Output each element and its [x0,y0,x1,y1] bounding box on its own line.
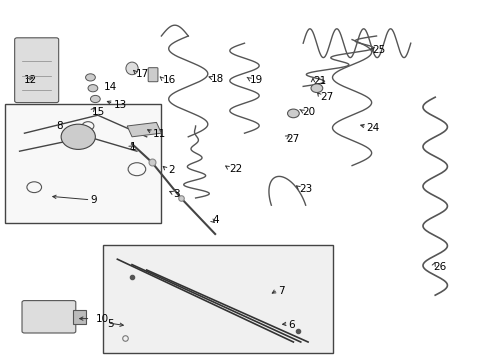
Text: 7: 7 [277,286,284,296]
Text: 4: 4 [212,215,219,225]
Text: 14: 14 [103,82,117,92]
Text: 27: 27 [320,92,333,102]
Text: 1: 1 [129,142,136,152]
FancyBboxPatch shape [148,68,158,82]
Text: 15: 15 [92,107,105,117]
Circle shape [310,84,322,93]
Text: 12: 12 [23,75,37,85]
Text: 17: 17 [136,69,149,79]
Text: 23: 23 [299,184,312,194]
Text: 20: 20 [302,107,315,117]
FancyBboxPatch shape [102,245,332,353]
Text: 26: 26 [433,262,446,272]
Text: 6: 6 [288,320,295,330]
Polygon shape [127,122,161,137]
Text: 8: 8 [56,121,63,131]
Text: 21: 21 [312,76,325,86]
Text: 10: 10 [95,314,108,324]
Text: 19: 19 [249,75,262,85]
Text: 2: 2 [168,165,175,175]
Circle shape [85,74,95,81]
Circle shape [88,85,98,92]
Ellipse shape [126,62,138,75]
Text: 25: 25 [372,45,385,55]
Text: 18: 18 [211,74,224,84]
Text: 9: 9 [90,195,97,205]
Text: 13: 13 [113,100,126,110]
Circle shape [61,124,95,149]
Circle shape [90,95,100,103]
FancyBboxPatch shape [73,310,85,324]
Text: 22: 22 [228,164,242,174]
Text: 5: 5 [107,319,114,329]
FancyBboxPatch shape [22,301,76,333]
Circle shape [287,109,299,118]
FancyBboxPatch shape [5,104,161,223]
Text: 24: 24 [366,123,379,133]
Text: 11: 11 [152,129,165,139]
Text: 3: 3 [173,189,180,199]
Text: 27: 27 [285,134,299,144]
FancyBboxPatch shape [15,38,59,103]
Text: 16: 16 [162,75,175,85]
